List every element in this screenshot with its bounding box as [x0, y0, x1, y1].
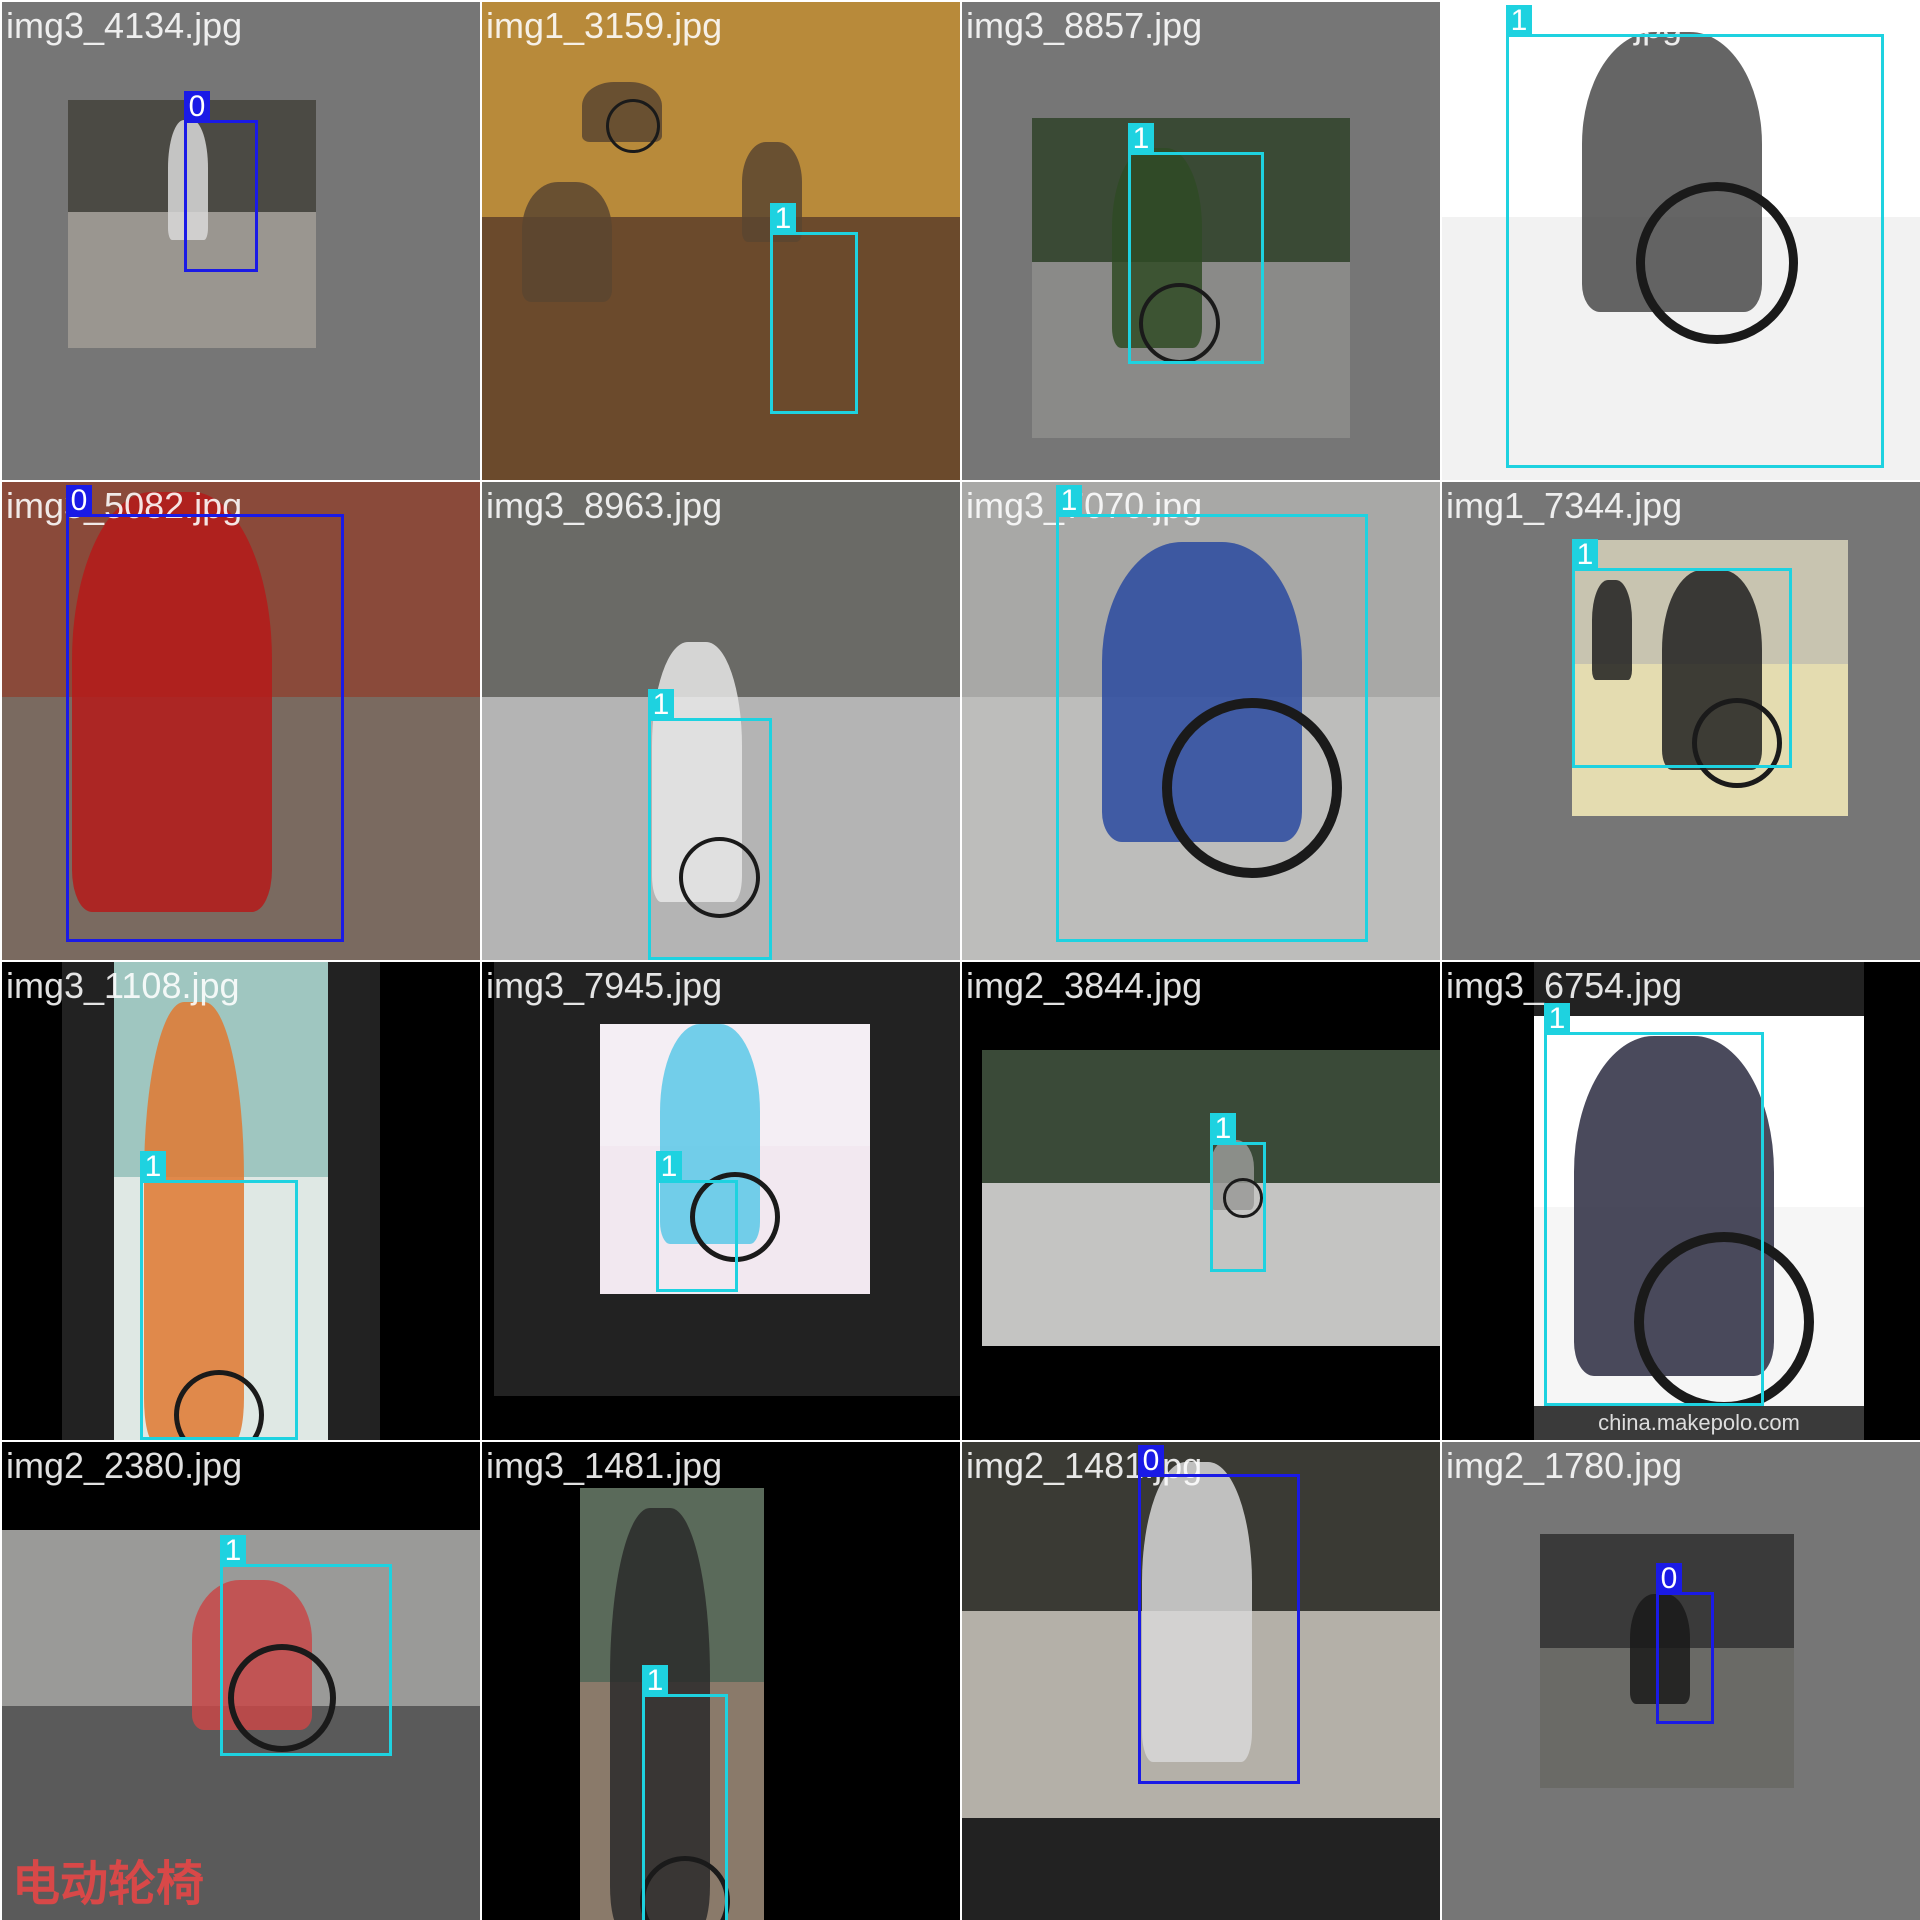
- wheelchair-wheel: [174, 1370, 264, 1440]
- person-silhouette: [1630, 1594, 1690, 1704]
- training-photo: [482, 482, 960, 960]
- bounding-box: 1: [1506, 5, 1884, 468]
- letterbox-padding: [962, 1818, 1440, 1920]
- person-silhouette: [144, 1002, 244, 1440]
- bounding-box: 1: [1210, 1113, 1266, 1272]
- class-label-tag: 1: [1544, 1003, 1570, 1035]
- class-label-tag: 1: [770, 203, 796, 235]
- mosaic-tile: img3_5082.jpg 0: [2, 482, 480, 960]
- letterbox-padding: [328, 962, 380, 1440]
- mosaic-tile: img3_8963.jpg 1: [482, 482, 960, 960]
- training-photo: china.makepolo.com: [1534, 1016, 1864, 1440]
- person-silhouette: [1592, 580, 1632, 680]
- class-label-tag: 0: [184, 91, 210, 123]
- image-filename-label: img3_8963.jpg: [486, 485, 723, 526]
- mosaic-tile: img3_7070.jpg 1: [962, 482, 1440, 960]
- class-label-tag: 1: [1210, 1113, 1236, 1145]
- wheelchair-wheel: [606, 98, 660, 153]
- person-silhouette: [522, 182, 612, 302]
- bounding-box: 1: [1128, 123, 1264, 364]
- person-silhouette: [168, 120, 208, 240]
- bounding-box: 0: [1656, 1563, 1714, 1724]
- wheelchair-wheel: [1636, 182, 1798, 345]
- bounding-box: 0: [1138, 1445, 1300, 1784]
- mosaic-tile: img3_8857.jpg 1: [962, 2, 1440, 480]
- image-filename-label: img3_4134.jpg: [6, 5, 243, 46]
- mosaic-tile: img3_4134.jpg 0: [2, 2, 480, 480]
- mosaic-tile: img2_1481.jpg 0: [962, 1442, 1440, 1920]
- image-filename-label: img1_3159.jpg: [486, 5, 723, 46]
- class-label-tag: 1: [648, 689, 674, 721]
- image-filename-label: img3_6754.jpg: [1446, 965, 1683, 1006]
- bounding-box: 1: [648, 689, 772, 960]
- class-label-tag: 1: [656, 1151, 682, 1183]
- bounding-box: 0: [66, 485, 344, 942]
- wheelchair-wheel: [1692, 698, 1782, 788]
- class-label-tag: 1: [642, 1665, 668, 1697]
- photo-ground: [2, 1705, 480, 1920]
- photo-caption: 电动轮椅: [12, 1856, 205, 1912]
- mosaic-tile: 电动轮椅 img2_2380.jpg 1: [2, 1442, 480, 1920]
- image-filename-label: img1_7344.jpg: [1446, 485, 1683, 526]
- class-label-tag: 1: [140, 1151, 166, 1183]
- mosaic-tile: img3_1481.jpg 1: [482, 1442, 960, 1920]
- person-silhouette: [1142, 1462, 1252, 1762]
- mosaic-tile: img1_3159.jpg 1: [482, 2, 960, 480]
- bounding-box: 1: [140, 1151, 298, 1440]
- class-label-tag: 0: [1656, 1563, 1682, 1595]
- person-silhouette: [72, 492, 272, 912]
- image-filename-label: img2_3844.jpg: [966, 965, 1203, 1006]
- wheelchair-wheel: [1223, 1178, 1263, 1218]
- bounding-box: 1: [1056, 485, 1368, 942]
- class-label-tag: 1: [1506, 5, 1532, 37]
- person-silhouette: [610, 1508, 710, 1920]
- training-photo: [580, 1488, 764, 1920]
- image-filename-label: img2_1780.jpg: [1446, 1445, 1683, 1486]
- class-label-tag: 1: [1128, 123, 1154, 155]
- training-photo: 电动轮椅: [2, 1530, 480, 1920]
- mosaic-tile: china.makepolo.com img3_6754.jpg 1: [1442, 962, 1920, 1440]
- bounding-box: 1: [1544, 1003, 1764, 1406]
- training-photo: [1442, 2, 1920, 480]
- training-photo: [1032, 118, 1350, 438]
- wheelchair-wheel: [228, 1643, 336, 1752]
- class-label-tag: 1: [1572, 539, 1598, 571]
- mosaic-tile: img1_8590.jpg 1: [1442, 2, 1920, 480]
- image-filename-label: img1_8590.jpg: [1446, 5, 1683, 46]
- image-filename-label: img3_7070.jpg: [966, 485, 1203, 526]
- image-filename-label: img3_1481.jpg: [486, 1445, 723, 1486]
- wheelchair-wheel: [1162, 698, 1342, 878]
- mosaic-tile: img3_7945.jpg 1: [482, 962, 960, 1440]
- bounding-box: 1: [642, 1665, 728, 1920]
- training-photo: [114, 962, 328, 1440]
- image-filename-label: img2_2380.jpg: [6, 1445, 243, 1486]
- mosaic-tile: img1_7344.jpg 1: [1442, 482, 1920, 960]
- class-label-tag: 1: [1056, 485, 1082, 517]
- bounding-box: 1: [220, 1535, 392, 1756]
- training-photo: [482, 2, 960, 480]
- training-photo: [1572, 540, 1848, 816]
- photo-caption: china.makepolo.com: [1534, 1406, 1864, 1440]
- mosaic-tile: img2_3844.jpg 1: [962, 962, 1440, 1440]
- class-label-tag: 1: [220, 1535, 246, 1567]
- image-filename-label: img3_1108.jpg: [6, 965, 240, 1006]
- class-label-tag: 0: [1138, 1445, 1164, 1477]
- letterbox-padding: [62, 962, 114, 1440]
- bounding-box: 0: [184, 91, 258, 272]
- bounding-box: 1: [770, 203, 858, 414]
- training-photo: [2, 482, 480, 960]
- image-filename-label: img3_8857.jpg: [966, 5, 1203, 46]
- training-photo: [962, 482, 1440, 960]
- bounding-box: 1: [656, 1151, 738, 1292]
- mosaic-tile: img2_1780.jpg 0: [1442, 1442, 1920, 1920]
- image-filename-label: img3_7945.jpg: [486, 965, 723, 1006]
- mosaic-tile: img3_1108.jpg 1: [2, 962, 480, 1440]
- class-label-tag: 0: [66, 485, 92, 517]
- training-photo: [68, 100, 316, 348]
- image-filename-label: img3_5082.jpg: [6, 485, 243, 526]
- photo-background: [482, 2, 960, 218]
- bounding-box: 1: [1572, 539, 1792, 768]
- wheelchair-wheel: [679, 837, 760, 919]
